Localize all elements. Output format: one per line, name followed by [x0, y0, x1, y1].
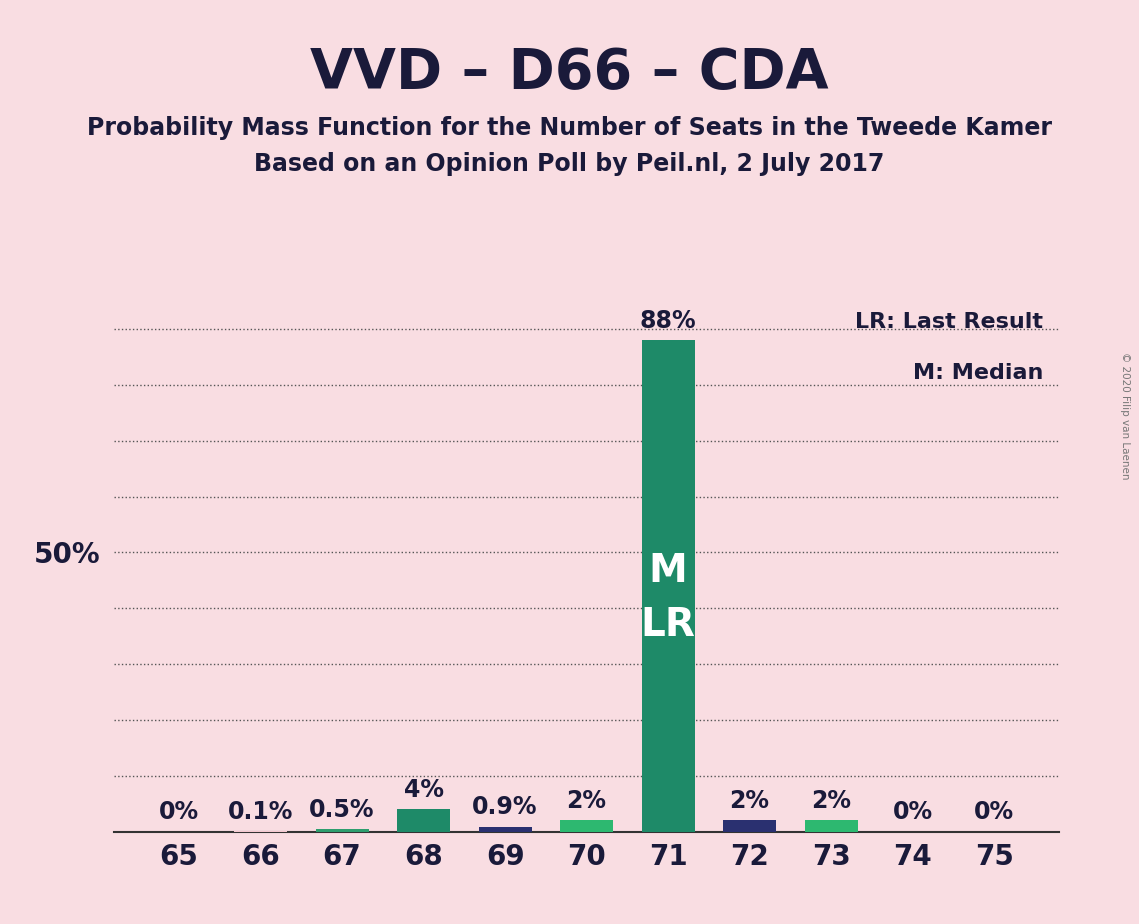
Bar — [560, 821, 613, 832]
Bar — [804, 821, 858, 832]
Text: LR: LR — [640, 606, 696, 644]
Text: 2%: 2% — [811, 789, 851, 813]
Bar — [398, 809, 450, 832]
Text: 0%: 0% — [893, 800, 933, 824]
Text: 0.9%: 0.9% — [473, 796, 538, 820]
Text: Probability Mass Function for the Number of Seats in the Tweede Kamer: Probability Mass Function for the Number… — [87, 116, 1052, 140]
Text: 2%: 2% — [566, 789, 607, 813]
Text: 0.5%: 0.5% — [310, 797, 375, 821]
Text: 0%: 0% — [974, 800, 1014, 824]
Bar — [723, 821, 776, 832]
Bar — [478, 827, 532, 832]
Text: 88%: 88% — [640, 310, 696, 333]
Text: © 2020 Filip van Laenen: © 2020 Filip van Laenen — [1121, 352, 1130, 480]
Text: M: Median: M: Median — [912, 362, 1043, 383]
Text: VVD – D66 – CDA: VVD – D66 – CDA — [310, 46, 829, 100]
Text: 4%: 4% — [403, 778, 443, 802]
Bar — [316, 829, 369, 832]
Bar — [641, 340, 695, 832]
Text: M: M — [649, 553, 688, 590]
Text: LR: Last Result: LR: Last Result — [855, 312, 1043, 333]
Text: 2%: 2% — [730, 789, 770, 813]
Text: Based on an Opinion Poll by Peil.nl, 2 July 2017: Based on an Opinion Poll by Peil.nl, 2 J… — [254, 152, 885, 176]
Text: 0.1%: 0.1% — [228, 800, 293, 824]
Text: 0%: 0% — [159, 800, 199, 824]
